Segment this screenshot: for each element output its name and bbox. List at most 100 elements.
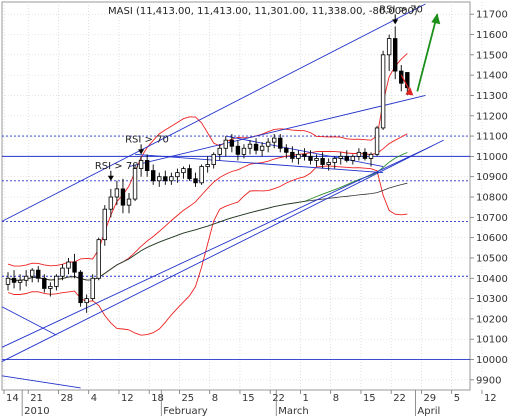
candle [247,140,253,155]
candle [78,270,83,307]
candle [356,148,362,161]
candle-body [42,277,47,289]
candle-body [144,160,150,172]
rsi-arrow-head [392,19,399,25]
candle [205,156,210,173]
candle-body [308,155,313,161]
upper-channel-line [1,3,426,222]
candle-body [138,160,144,169]
candle-body [284,147,289,153]
x-tick-label: 4 [91,393,97,404]
y-tick-label: 9900 [476,375,501,386]
candle-body [199,166,204,184]
candle [223,136,228,157]
candle [54,274,59,291]
candle-body [296,153,301,159]
candle [150,164,156,185]
candle-body [338,155,343,159]
y-tick-label: 11000 [476,152,508,163]
candle [320,152,325,169]
candle-body [332,158,337,163]
candle [271,134,277,149]
candle [29,268,35,283]
candle [362,148,368,161]
x-tick-label: 15 [242,393,255,404]
candle [332,156,337,169]
candle-body [223,139,228,149]
x-tick-label: 8 [212,393,218,404]
annotations: RSI > 70 RSI > 70 RSI > 70 [95,4,423,181]
candle [126,192,132,214]
candles [5,26,410,313]
candle-body [368,153,374,159]
candle-body [278,137,283,149]
candle [380,50,386,130]
candle [132,164,138,202]
candle [350,154,356,165]
x-tick-label: 25 [181,393,194,404]
x-tick-label: 12 [484,393,497,404]
y-tick-label: 10900 [476,172,508,183]
candle-body [193,178,198,184]
candle-body [217,147,222,155]
forecast-arrows [400,13,441,96]
candle [90,274,95,301]
candle-body [362,151,368,159]
rsi-annotation: RSI > 70 [95,161,139,172]
candle [241,144,247,159]
candle [169,172,174,185]
chart-title: MASI (11,413.00, 11,413.00, 11,301.00, 1… [108,6,418,17]
candle-body [17,279,23,283]
candle [199,164,204,185]
candle-body [163,176,168,182]
candle-body [205,164,210,167]
candle [60,264,65,281]
candle-body [181,168,186,174]
candle [308,150,313,165]
y-tick-label: 11200 [476,111,508,122]
x-tick-label: 14 [6,393,19,404]
candle-body [235,145,241,155]
candle [23,270,29,287]
candle [114,180,120,206]
y-tick-label: 10300 [476,294,508,305]
candle [344,150,349,163]
candle [217,144,222,161]
candle [368,152,374,167]
candle-body [60,267,65,277]
candle-body [96,239,101,279]
candle-body [253,143,259,151]
y-tick-label: 11700 [476,10,508,21]
y-tick-label: 11600 [476,30,508,41]
candle [5,272,11,291]
candle [66,257,71,275]
candle [386,34,392,72]
candle-body [72,261,77,273]
mid-trend-line [128,95,426,167]
x-tick-label: 1 [302,393,308,404]
candle [338,152,343,165]
candle-body [120,188,126,206]
candle-body [356,151,362,157]
y-tick-label: 10600 [476,233,508,244]
candle [253,138,259,155]
x-tick-label: 15 [363,393,376,404]
candle [374,125,380,157]
candle-body [241,147,247,155]
candle [290,146,295,163]
candle [17,274,23,291]
candle [175,168,180,183]
y-tick-label: 10800 [476,193,508,204]
candle-body [326,162,331,165]
candle [265,138,271,153]
candle [48,282,53,297]
candle-body [126,198,132,206]
candle-body [374,127,380,155]
candle [326,158,331,171]
candle-body [23,275,29,281]
candle-body [66,261,71,269]
red-down-arrow-head [405,87,414,96]
candle [278,134,283,153]
lower-channel-line [1,145,432,348]
